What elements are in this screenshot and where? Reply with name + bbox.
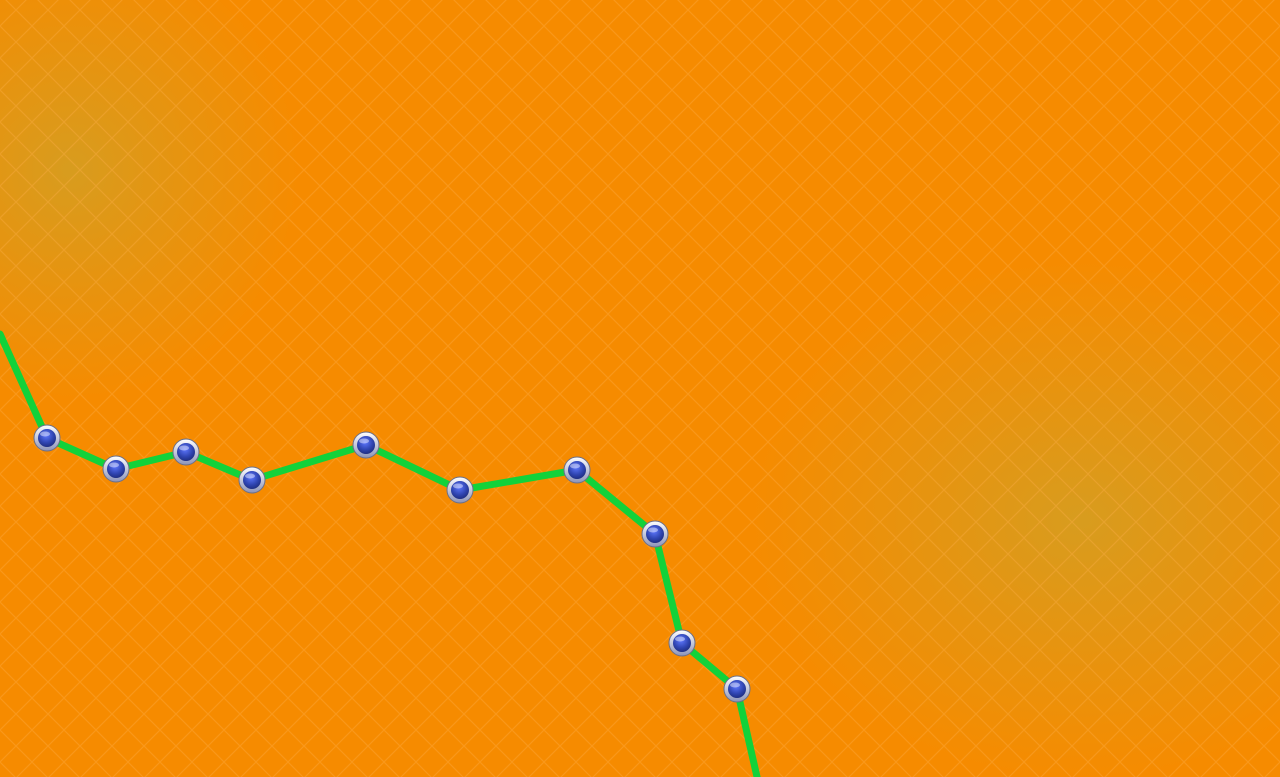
level-node-icon: [728, 680, 746, 698]
level-node-shine: [40, 431, 50, 437]
level-node-shine: [675, 636, 685, 642]
level-node-4[interactable]: [238, 466, 266, 494]
level-node-8[interactable]: [641, 520, 669, 548]
level-node-shine: [453, 483, 463, 489]
level-node-shine: [730, 682, 740, 688]
level-node-icon: [646, 525, 664, 543]
level-node-3[interactable]: [172, 438, 200, 466]
level-node-icon: [243, 471, 261, 489]
level-node-2[interactable]: [102, 455, 130, 483]
level-node-9[interactable]: [668, 629, 696, 657]
level-node-icon: [673, 634, 691, 652]
level-node-shine: [109, 462, 119, 468]
level-nodes: [33, 424, 751, 703]
level-node-5[interactable]: [352, 431, 380, 459]
level-node-icon: [451, 481, 469, 499]
level-node-10[interactable]: [723, 675, 751, 703]
level-node-icon: [38, 429, 56, 447]
level-node-7[interactable]: [563, 456, 591, 484]
level-node-icon: [568, 461, 586, 479]
level-node-6[interactable]: [446, 476, 474, 504]
level-node-shine: [570, 463, 580, 469]
level-node-icon: [357, 436, 375, 454]
level-node-shine: [245, 473, 255, 479]
level-node-1[interactable]: [33, 424, 61, 452]
level-node-shine: [359, 438, 369, 444]
level-node-shine: [179, 445, 189, 451]
level-node-icon: [177, 443, 195, 461]
level-node-shine: [648, 527, 658, 533]
level-node-icon: [107, 460, 125, 478]
